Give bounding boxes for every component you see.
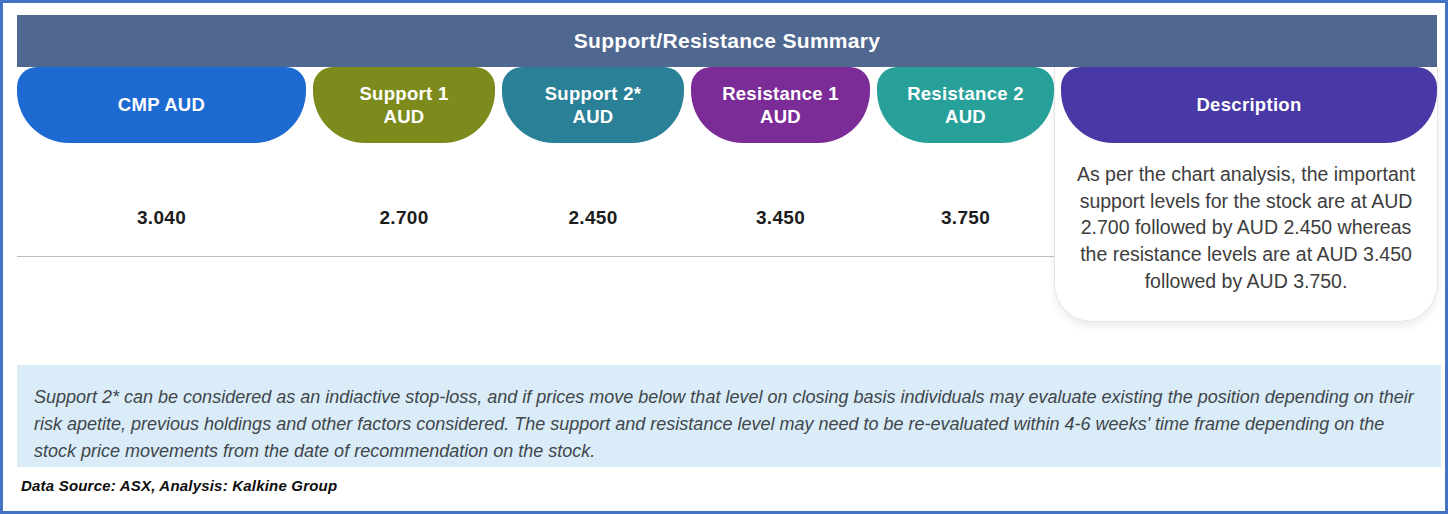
summary-table: CMP AUD 3.040 Support 1 AUD 2.700 Suppor… <box>17 67 1437 229</box>
column-header-support1-label: Support 1 AUD <box>359 82 448 128</box>
column-resistance1: Resistance 1 AUD 3.450 <box>691 67 870 229</box>
column-header-resistance1: Resistance 1 AUD <box>691 67 870 143</box>
column-support1: Support 1 AUD 2.700 <box>313 67 495 229</box>
support-resistance-summary-card: Support/Resistance Summary CMP AUD 3.040… <box>0 0 1448 514</box>
column-header-support1: Support 1 AUD <box>313 67 495 143</box>
column-support2: Support 2* AUD 2.450 <box>502 67 684 229</box>
column-header-cmp: CMP AUD <box>17 67 306 143</box>
column-resistance2: Resistance 2 AUD 3.750 <box>877 67 1054 229</box>
footnote-box: Support 2* can be considered as an india… <box>17 365 1441 467</box>
column-header-support2: Support 2* AUD <box>502 67 684 143</box>
column-header-cmp-label: CMP AUD <box>118 93 205 116</box>
value-support1: 2.700 <box>313 207 495 229</box>
column-header-support2-label: Support 2* AUD <box>545 82 642 128</box>
column-header-description-label: Description <box>1196 93 1301 116</box>
value-resistance2: 3.750 <box>877 207 1054 229</box>
value-cmp: 3.040 <box>17 207 306 229</box>
table-title: Support/Resistance Summary <box>574 29 881 53</box>
column-header-resistance1-label: Resistance 1 AUD <box>722 82 839 128</box>
column-header-resistance2: Resistance 2 AUD <box>877 67 1054 143</box>
value-resistance1: 3.450 <box>691 207 870 229</box>
column-header-description: Description <box>1061 67 1437 143</box>
description-text: As per the chart analysis, the important… <box>1069 161 1423 295</box>
column-cmp: CMP AUD 3.040 <box>17 67 306 229</box>
row-divider <box>17 256 1055 257</box>
value-support2: 2.450 <box>502 207 684 229</box>
table-title-bar: Support/Resistance Summary <box>17 15 1437 67</box>
column-description: As per the chart analysis, the important… <box>1061 67 1437 143</box>
data-source-text: Data Source: ASX, Analysis: Kalkine Grou… <box>21 477 337 494</box>
column-header-resistance2-label: Resistance 2 AUD <box>907 82 1024 128</box>
